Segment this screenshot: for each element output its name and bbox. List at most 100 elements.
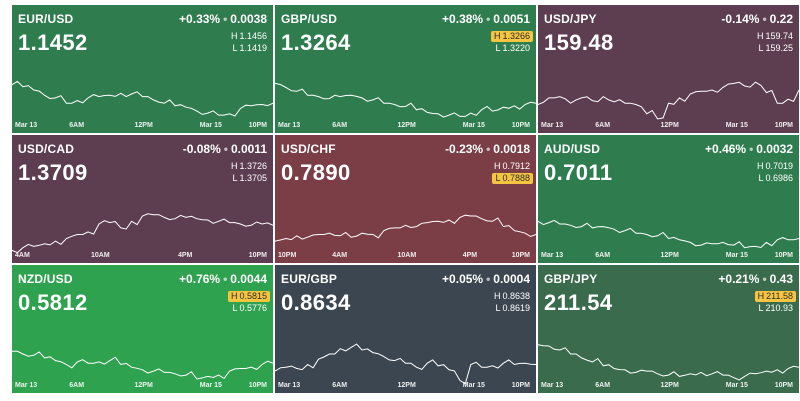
- forex-tile[interactable]: USD/CHF -0.23% • 0.0018 0.7890 H 0.7912 L 0.…: [275, 135, 536, 263]
- time-tick-label: 6AM: [332, 382, 348, 389]
- time-tick-label: 4PM: [462, 252, 478, 259]
- low-readout: L 0.7888: [492, 173, 533, 184]
- time-tick-label: 10PM: [511, 382, 530, 389]
- sparkline-chart: [275, 82, 536, 118]
- change-readout: +0.21% • 0.43: [718, 272, 793, 286]
- change-readout: +0.33% • 0.0038: [179, 12, 267, 26]
- low-value: 159.25: [765, 43, 793, 53]
- change-percent: +0.05%: [442, 272, 484, 286]
- forex-tile[interactable]: EUR/USD +0.33% • 0.0038 1.1452 H 1.1456 L 1.…: [12, 5, 273, 133]
- change-absolute: 0.0018: [493, 142, 530, 156]
- time-tick-label: Mar 13: [15, 382, 38, 389]
- change-absolute: 0.0044: [230, 272, 267, 286]
- time-tick-label: 6AM: [332, 122, 348, 129]
- change-percent: -0.08%: [182, 142, 221, 156]
- high-value: 1.3726: [239, 161, 267, 171]
- sparkline-chart: [538, 81, 799, 120]
- time-tick-label: Mar 15: [462, 382, 485, 389]
- time-tick-label: 10PM: [248, 122, 267, 129]
- sparkline-chart: [275, 214, 536, 242]
- low-value: 0.5776: [239, 303, 267, 313]
- sparkline-path: [275, 214, 536, 242]
- high-readout: H 159.74: [757, 31, 793, 42]
- sparkline-chart: [538, 344, 799, 381]
- low-value: 1.3220: [502, 43, 530, 53]
- high-label: H: [230, 161, 238, 171]
- time-tick-label: 10PM: [774, 382, 793, 389]
- time-tick-label: 12PM: [660, 382, 679, 389]
- time-tick-label: Mar 15: [725, 382, 748, 389]
- forex-tile[interactable]: AUD/USD +0.46% • 0.0032 0.7011 H 0.7019 L 0.…: [538, 135, 799, 263]
- price-value: 0.5812: [18, 290, 88, 315]
- change-percent: +0.33%: [179, 12, 221, 26]
- separator-dot-icon: •: [486, 142, 491, 156]
- forex-tile[interactable]: NZD/USD +0.76% • 0.0044 0.5812 H 0.5815 L 0.…: [12, 265, 273, 393]
- time-tick-label: 12PM: [134, 122, 153, 129]
- change-percent: -0.14%: [721, 12, 760, 26]
- sparkline-chart: [12, 350, 273, 380]
- low-value: 0.8619: [502, 303, 530, 313]
- low-readout: L 159.25: [758, 43, 793, 54]
- time-axis: Mar 13 6AM 12PM Mar 15 10PM: [275, 122, 536, 131]
- high-readout: H 0.5815: [227, 291, 270, 302]
- price-value: 0.7890: [281, 160, 351, 185]
- pair-label: USD/JPY: [544, 12, 597, 26]
- low-readout: L 0.6986: [758, 173, 793, 184]
- forex-tile[interactable]: GBP/USD +0.38% • 0.0051 1.3264 H 1.3266 L 1.…: [275, 5, 536, 133]
- forex-tile[interactable]: GBP/JPY +0.21% • 0.43 211.54 H 211.58 L 210.…: [538, 265, 799, 393]
- forex-tile-grid: EUR/USD +0.33% • 0.0038 1.1452 H 1.1456 L 1.…: [12, 5, 800, 394]
- high-value: 0.5815: [239, 291, 267, 301]
- separator-dot-icon: •: [223, 12, 228, 26]
- separator-dot-icon: •: [486, 272, 491, 286]
- time-axis: Mar 13 6AM 12PM Mar 15 10PM: [12, 382, 273, 391]
- time-tick-label: Mar 15: [199, 382, 222, 389]
- time-tick-label: 10AM: [397, 252, 417, 259]
- time-tick-label: 10PM: [278, 252, 297, 259]
- low-label: L: [232, 173, 238, 183]
- pair-label: GBP/JPY: [544, 272, 598, 286]
- low-readout: L 1.3705: [232, 173, 267, 184]
- pair-label: USD/CAD: [18, 142, 75, 156]
- time-tick-label: Mar 13: [541, 252, 564, 259]
- time-axis: 10PM 4AM 10AM 4PM 10PM: [275, 252, 536, 261]
- time-tick-label: 4PM: [178, 252, 193, 259]
- separator-dot-icon: •: [762, 272, 767, 286]
- time-tick-label: Mar 15: [725, 252, 748, 259]
- forex-tile[interactable]: EUR/GBP +0.05% • 0.0004 0.8634 H 0.8638 L 0.…: [275, 265, 536, 393]
- time-tick-label: 6AM: [69, 122, 85, 129]
- sparkline-path: [538, 219, 799, 249]
- time-tick-label: Mar 13: [278, 122, 301, 129]
- time-tick-label: Mar 13: [15, 122, 38, 129]
- time-tick-label: 10PM: [774, 122, 793, 129]
- sparkline-path: [12, 213, 273, 254]
- separator-dot-icon: •: [762, 12, 767, 26]
- low-readout: L 0.5776: [232, 303, 267, 314]
- time-tick-label: 6AM: [595, 252, 611, 259]
- low-label: L: [495, 43, 501, 53]
- change-percent: +0.46%: [705, 142, 747, 156]
- pair-label: EUR/GBP: [281, 272, 338, 286]
- time-tick-label: Mar 15: [199, 122, 222, 129]
- low-label: L: [495, 173, 501, 183]
- change-readout: -0.23% • 0.0018: [445, 142, 530, 156]
- sparkline-path: [275, 82, 536, 118]
- low-value: 210.93: [765, 303, 793, 313]
- time-tick-label: 4AM: [15, 252, 30, 259]
- low-label: L: [495, 303, 501, 313]
- high-label: H: [230, 31, 238, 41]
- high-value: 0.7912: [502, 161, 530, 171]
- low-label: L: [758, 173, 764, 183]
- low-value: 0.6986: [765, 173, 793, 183]
- change-readout: +0.76% • 0.0044: [179, 272, 267, 286]
- change-percent: +0.38%: [442, 12, 484, 26]
- price-value: 1.3264: [281, 30, 351, 55]
- high-value: 211.58: [766, 291, 793, 301]
- forex-tile[interactable]: USD/CAD -0.08% • 0.0011 1.3709 H 1.3726 L 1.…: [12, 135, 273, 263]
- forex-tile[interactable]: USD/JPY -0.14% • 0.22 159.48 H 159.74 L 159.…: [538, 5, 799, 133]
- time-tick-label: 12PM: [397, 122, 416, 129]
- time-tick-label: 6AM: [595, 122, 611, 129]
- low-readout: L 210.93: [758, 303, 793, 314]
- price-value: 1.1452: [18, 30, 88, 55]
- change-readout: -0.08% • 0.0011: [183, 142, 267, 156]
- time-tick-label: 6AM: [595, 382, 611, 389]
